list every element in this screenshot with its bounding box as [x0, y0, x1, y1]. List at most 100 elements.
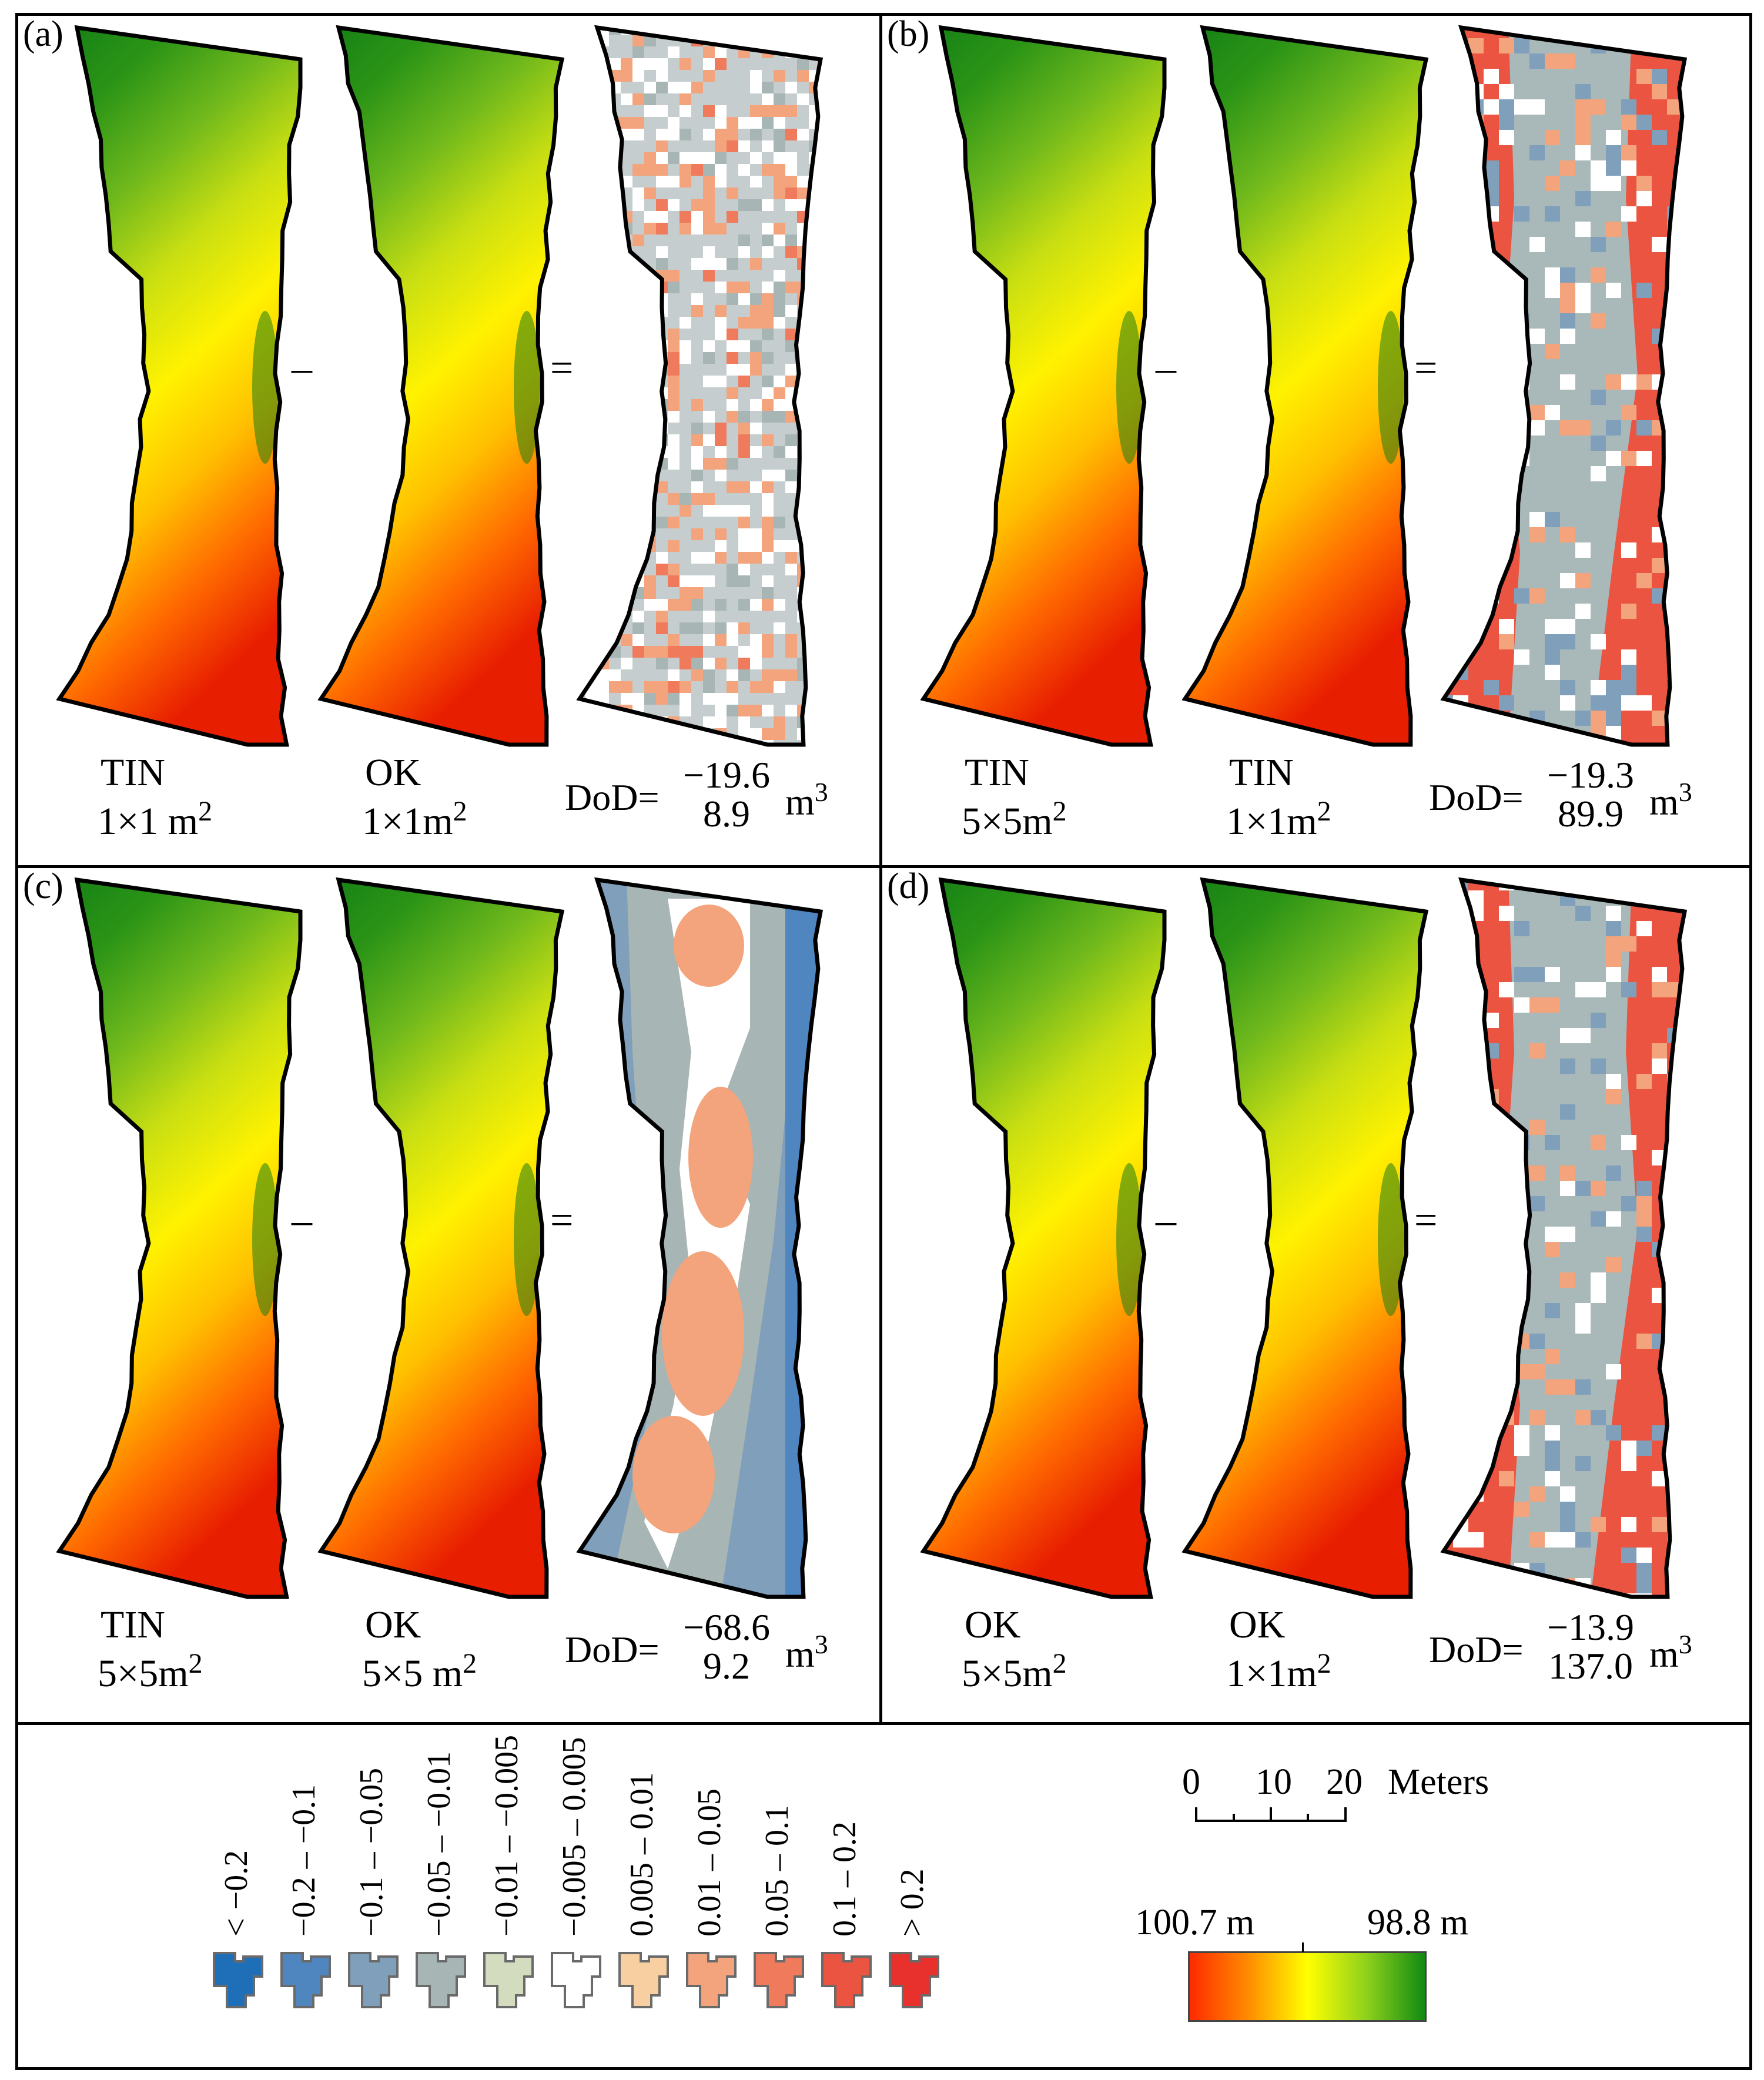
dod-volume: DoD= −13.9 137.0 m3: [1429, 1609, 1735, 1691]
dod-prefix: DoD=: [565, 1629, 660, 1670]
dod-prefix: DoD=: [1429, 776, 1524, 818]
dod-negative-volume: −19.6: [682, 754, 771, 796]
panel-maps: [920, 25, 1688, 747]
dod-positive-volume: 89.9: [1558, 793, 1624, 835]
right-caption-resolution: 1×1m2: [1226, 796, 1331, 843]
legend-area: < −0.2 −0.2 – −0.1 −0.1 – −0.05 −0.05 – −0.…: [18, 1725, 1749, 2066]
dod-unit: m3: [785, 1629, 828, 1675]
left-caption-resolution: 1×1 m2: [98, 796, 213, 843]
dod-unit: m3: [1649, 777, 1692, 823]
dem-left-map: [920, 25, 1167, 747]
dem-left-map: [56, 877, 303, 1599]
dod-map: [576, 25, 824, 747]
panel-maps: [56, 25, 824, 747]
right-caption-method: OK: [1229, 1603, 1286, 1646]
figure-frame: [15, 13, 1752, 2070]
dod-legend-label: −0.005 – 0.005: [556, 1737, 593, 1937]
panel-a: (a) – = TIN 1×1 m2 OK 1×1m2 DoD= −19.6 8.9 m3: [18, 16, 879, 865]
right-caption-resolution: 1×1m2: [362, 796, 467, 843]
dod-prefix: DoD=: [565, 776, 660, 818]
panel-divider-horizontal: [15, 865, 1752, 868]
dod-unit: m3: [1649, 1629, 1692, 1675]
dem-left-map: [56, 25, 303, 747]
equals-operator: =: [1414, 346, 1438, 391]
legend-divider: [15, 1722, 1752, 1725]
dod-volume: DoD= −68.6 9.2 m3: [565, 1609, 871, 1691]
dod-legend-label: −0.1 – −0.05: [353, 1767, 390, 1937]
dod-negative-volume: −13.9: [1547, 1606, 1635, 1648]
dod-legend-label: 0.05 – 0.1: [759, 1805, 795, 1937]
dod-legend-swatch: [280, 1952, 331, 2008]
panel-label: (c): [23, 866, 63, 906]
panel-d: (d) – = OK 5×5m2 OK 1×1m2 DoD= −13.9 137.0 m3: [882, 868, 1743, 1717]
elevation-high-label: 100.7 m: [1135, 1903, 1255, 1942]
dod-positive-volume: 8.9: [703, 793, 750, 835]
elevation-color-ramp: [1188, 1951, 1427, 2022]
dod-map: [1440, 25, 1688, 747]
dod-legend-label: 0.01 – 0.05: [691, 1788, 728, 1937]
panel-c: (c) – = TIN 5×5m2 OK 5×5 m2 DoD= −68.6 9.2 m3: [18, 868, 879, 1717]
dod-legend-label: −0.2 – −0.1: [286, 1784, 322, 1937]
left-caption-method: TIN: [101, 1603, 165, 1646]
dod-negative-volume: −19.3: [1547, 754, 1635, 796]
dem-left-map: [920, 877, 1167, 1599]
dod-legend-label: < −0.2: [218, 1850, 255, 1937]
equals-operator: =: [1414, 1198, 1438, 1243]
dod-map: [1440, 877, 1688, 1599]
scale-unit: Meters: [1388, 1762, 1489, 1802]
dem-right-map: [1181, 877, 1429, 1599]
dod-legend-swatch: [754, 1952, 804, 2008]
scale-tick-10: 10: [1256, 1762, 1292, 1802]
equals-operator: =: [550, 346, 574, 391]
dod-volume: DoD= −19.3 89.9 m3: [1429, 756, 1735, 839]
dod-legend-swatch: [686, 1952, 737, 2008]
dem-right-map: [317, 25, 565, 747]
right-caption-method: OK: [365, 1603, 421, 1646]
dod-positive-volume: 137.0: [1548, 1645, 1633, 1687]
minus-operator: –: [1156, 1198, 1176, 1243]
right-caption-resolution: 5×5 m2: [362, 1648, 477, 1695]
panel-maps: [56, 877, 824, 1599]
panel-label: (b): [887, 14, 930, 54]
minus-operator: –: [292, 1198, 312, 1243]
minus-operator: –: [292, 346, 312, 391]
scale-bar-graphic: [1195, 1807, 1347, 1822]
equals-operator: =: [550, 1198, 574, 1243]
dem-right-map: [317, 877, 565, 1599]
dod-volume: DoD= −19.6 8.9 m3: [565, 756, 871, 839]
dod-unit: m3: [785, 777, 828, 823]
dod-legend-label: > 0.2: [894, 1868, 930, 1937]
dod-legend-swatch: [618, 1952, 669, 2008]
left-caption-resolution: 5×5m2: [98, 1648, 203, 1695]
scale-tick-20: 20: [1326, 1762, 1363, 1802]
right-caption-resolution: 1×1m2: [1226, 1648, 1331, 1695]
dem-right-map: [1181, 25, 1429, 747]
dod-legend-label: 0.1 – 0.2: [826, 1821, 863, 1937]
right-caption-method: TIN: [1229, 751, 1294, 794]
left-caption-method: TIN: [965, 751, 1029, 794]
dod-legend-swatch: [889, 1952, 939, 2008]
dod-legend-label: −0.01 – −0.005: [488, 1734, 525, 1937]
scale-tick-0: 0: [1182, 1762, 1200, 1802]
dod-legend-swatch: [213, 1952, 263, 2008]
left-caption-method: OK: [965, 1603, 1021, 1646]
dod-legend-swatch: [821, 1952, 872, 2008]
panel-b: (b) – = TIN 5×5m2 TIN 1×1m2 DoD= −19.3 89.9 m3: [882, 16, 1743, 865]
dod-legend-swatch: [483, 1952, 534, 2008]
minus-operator: –: [1156, 346, 1176, 391]
right-caption-method: OK: [365, 751, 421, 794]
dod-legend-label: 0.005 – 0.01: [624, 1772, 660, 1937]
dod-negative-volume: −68.6: [682, 1606, 771, 1648]
dod-legend-swatch: [348, 1952, 399, 2008]
dod-prefix: DoD=: [1429, 1629, 1524, 1670]
dod-legend-swatch: [416, 1952, 466, 2008]
elevation-ramp-midtick: [1302, 1942, 1304, 1952]
left-caption-resolution: 5×5m2: [962, 796, 1067, 843]
dod-legend-label: −0.05 – −0.01: [421, 1751, 457, 1937]
elevation-low-label: 98.8 m: [1367, 1903, 1469, 1942]
dod-positive-volume: 9.2: [703, 1645, 750, 1687]
panel-maps: [920, 877, 1688, 1599]
left-caption-resolution: 5×5m2: [962, 1648, 1067, 1695]
left-caption-method: TIN: [101, 751, 165, 794]
panel-label: (d): [887, 866, 930, 906]
